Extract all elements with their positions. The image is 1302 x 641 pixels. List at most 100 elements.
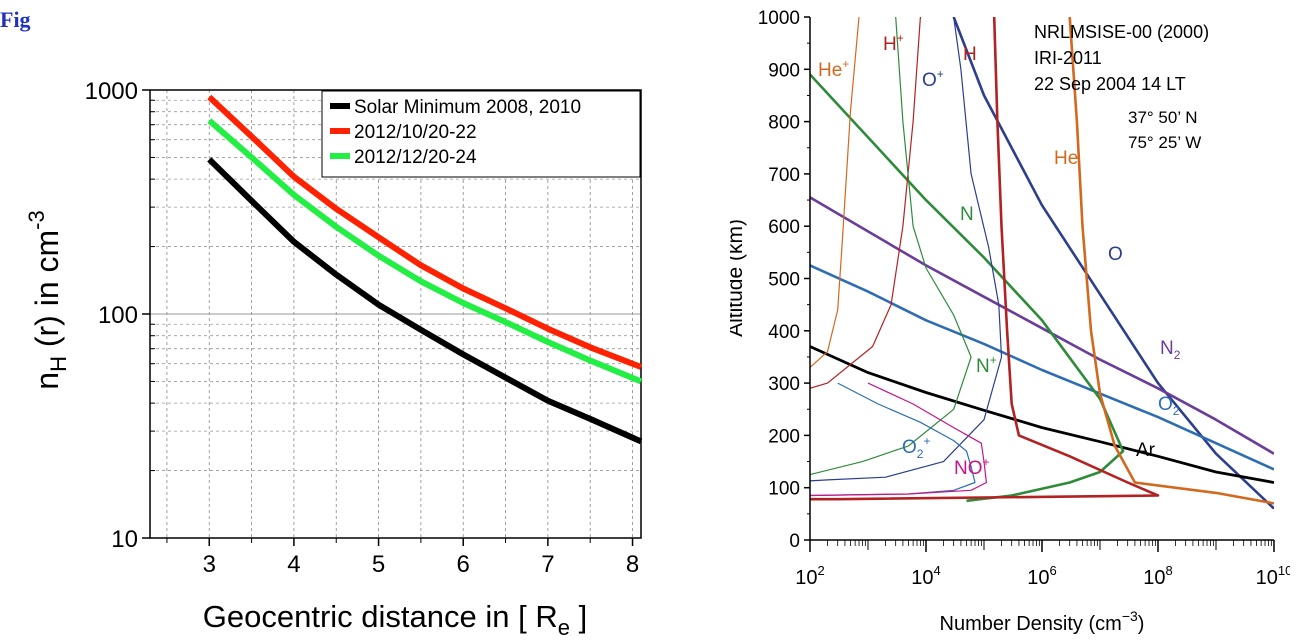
x-tick-base: 10 — [1143, 567, 1165, 589]
x-tick-base: 10 — [1256, 567, 1278, 589]
chart1-legend: Solar Minimum 2008, 2010 2012/10/20-22 201… — [321, 90, 641, 178]
x-tick-label: 4 — [287, 551, 300, 578]
y-tick-label: 100 — [98, 302, 138, 329]
y-tick-label: 900 — [768, 60, 800, 81]
series-curve-12 — [810, 382, 987, 497]
y-tick-label: 1000 — [85, 78, 138, 105]
series-line-1 — [207, 94, 643, 370]
curve-label-text: NO — [954, 458, 983, 479]
curve-label-text: He — [1054, 148, 1078, 169]
series-curve-6 — [810, 17, 1160, 501]
x-tick-label: 106 — [1027, 563, 1056, 589]
y-tick-label: 700 — [768, 165, 800, 186]
series-line-0 — [207, 157, 643, 445]
chart1-y-axis-title: nH (r) in cm-3 — [24, 210, 71, 389]
curve-label-h: H — [963, 44, 977, 65]
chart-hydrogen-density: 10 100 1000 3 4 5 6 7 8 Solar Minimum 2008, 2010 2… — [24, 78, 643, 640]
y-tick-label: 500 — [768, 270, 800, 291]
annotation-3: 37° 50’ N — [1128, 108, 1198, 127]
x-tick-label: 8 — [626, 551, 639, 578]
x-tick-exponent: 10 — [1278, 563, 1290, 578]
curve-label-text: O — [1108, 244, 1123, 265]
y-axis-title-sub: H — [46, 356, 71, 372]
curve-label-text: He — [818, 60, 842, 81]
x-tick-label: 6 — [457, 551, 470, 578]
curve-label-sup: + — [983, 455, 990, 469]
curve-label-text: O — [922, 70, 937, 91]
y-tick-label: 300 — [768, 374, 800, 395]
y-axis-title-mid: (r) in cm — [29, 230, 65, 356]
curve-label-text: N — [976, 356, 990, 377]
y-tick-label: 800 — [768, 113, 800, 134]
x-tick-base: 10 — [795, 567, 817, 589]
x-axis-title-main: Number Density (cm — [940, 613, 1122, 635]
curve-label-o2: O2 — [1158, 394, 1180, 418]
y-tick-label: 0 — [789, 531, 800, 552]
curve-label-sup: + — [990, 353, 997, 367]
chart2-y-axis-title: Altitude (km) — [730, 219, 747, 337]
legend-label-0: Solar Minimum 2008, 2010 — [354, 97, 581, 118]
x-axis-title-main: Geocentric distance in [ R — [203, 599, 558, 634]
x-tick-exponent: 8 — [1166, 563, 1173, 578]
curve-label-text: H — [963, 44, 977, 65]
x-tick-label: 3 — [203, 551, 216, 578]
annotation-4: 75° 25’ W — [1128, 133, 1201, 152]
annotation-2: 22 Sep 2004 14 LT — [1034, 74, 1186, 94]
y-tick-label: 600 — [768, 217, 800, 238]
curve-label-sub: 2 — [1174, 348, 1181, 362]
series-curve-7 — [810, 17, 860, 368]
curve-label-o: O — [1108, 244, 1123, 265]
curve-label-ar: Ar — [1136, 440, 1156, 461]
y-axis-title-main: n — [29, 372, 65, 390]
annotation-0: NRLMSISE-00 (2000) — [1034, 22, 1209, 42]
x-tick-exponent: 6 — [1050, 563, 1057, 578]
x-tick-label: 104 — [911, 563, 940, 589]
curve-label-o2-plus: O2+ — [902, 434, 930, 461]
legend-box — [321, 90, 641, 178]
x-tick-base: 10 — [1027, 567, 1049, 589]
curve-label-text: O — [902, 437, 917, 458]
curve-label-text: O — [1158, 394, 1173, 415]
x-tick-exponent: 2 — [818, 563, 825, 578]
curve-label-text: N — [1160, 338, 1174, 359]
curve-label-sub: 2 — [917, 447, 924, 461]
curve-label-sup: + — [937, 67, 944, 81]
x-tick-label: 5 — [372, 551, 385, 578]
y-tick-label: 1000 — [758, 8, 800, 29]
x-axis-title-tail: ) — [1138, 613, 1145, 635]
series-curve-3 — [810, 345, 1274, 484]
curve-label-n2: N2 — [1160, 338, 1181, 362]
y-tick-label: 400 — [768, 322, 800, 343]
x-axis-title-sub: e — [558, 615, 570, 640]
x-tick-label: 7 — [541, 551, 554, 578]
curve-label-no-plus: NO+ — [954, 455, 990, 479]
annotation-1: IRI-2011 — [1034, 48, 1102, 68]
series-curve-4 — [810, 73, 1125, 503]
x-axis-title-sup: −3 — [1122, 608, 1138, 624]
curve-label-n-plus: N+ — [976, 353, 997, 377]
curve-label-sup: + — [897, 31, 904, 45]
chart2-x-axis-title: Number Density (cm−3) — [940, 608, 1145, 635]
curve-label-sup: + — [923, 434, 930, 448]
curve-label-h-plus: H+ — [883, 31, 904, 55]
chart2-series-group — [810, 17, 1274, 510]
curve-label-text: H — [883, 34, 897, 55]
x-tick-base: 10 — [911, 567, 933, 589]
curve-label-he-plus: He+ — [818, 57, 849, 81]
curve-label-sub: 2 — [1173, 404, 1180, 418]
x-axis-title-tail: ] — [570, 599, 587, 634]
series-curve-2 — [810, 264, 1274, 471]
y-tick-label: 10 — [111, 526, 138, 553]
x-tick-label: 102 — [795, 563, 824, 589]
legend-label-1: 2012/10/20-22 — [354, 122, 477, 143]
y-tick-label: 200 — [768, 426, 800, 447]
series-curve-5 — [1068, 17, 1274, 505]
series-line-2 — [207, 118, 643, 385]
series-curve-10 — [810, 17, 972, 476]
y-tick-label: 100 — [768, 479, 800, 500]
x-tick-label: 1010 — [1256, 563, 1290, 589]
series-curve-9 — [810, 17, 1003, 482]
figure-corner-label: Fig — [0, 7, 31, 32]
x-tick-exponent: 4 — [934, 563, 941, 578]
